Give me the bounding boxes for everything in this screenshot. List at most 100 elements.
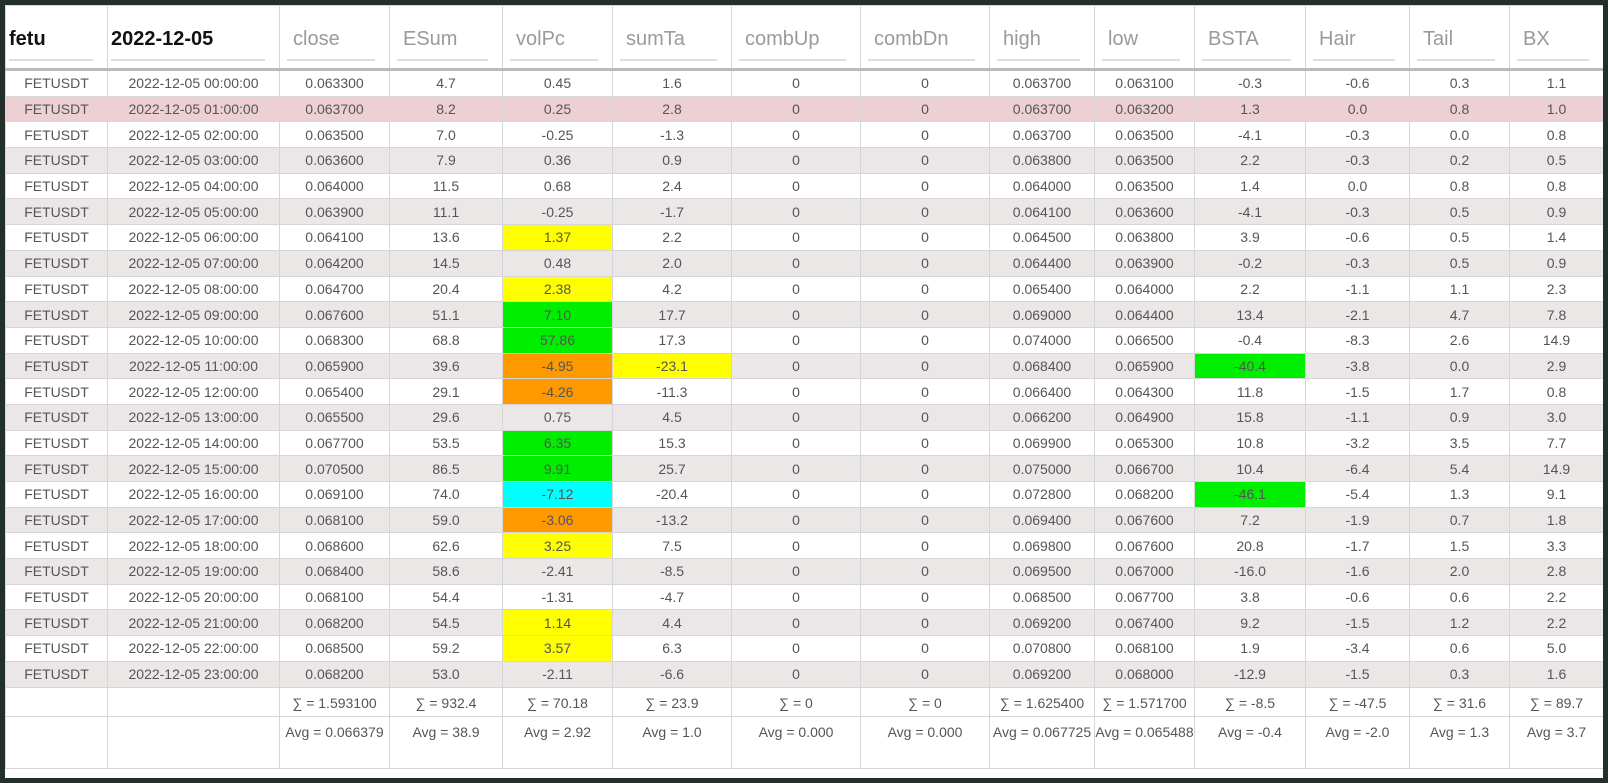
cell: FETUSDT [5, 275, 108, 303]
data-row: FETUSDT 2022-12-05 17:00:00 0.068100 59.0 -3… [5, 506, 1603, 534]
cell: 0.063900 [279, 198, 390, 226]
cell: 0.064500 [989, 224, 1095, 251]
cell: 0.063500 [1094, 121, 1195, 149]
date-input[interactable]: 2022-12-05 [111, 14, 265, 61]
cell: 15.8 [1194, 403, 1306, 431]
cell: 0.065400 [989, 275, 1095, 303]
cell: 0.065500 [279, 403, 390, 431]
column-filter[interactable]: sumTa [620, 14, 717, 61]
cell: FETUSDT [5, 532, 108, 560]
cell: 0 [731, 481, 861, 508]
column-filter[interactable]: BSTA [1202, 14, 1291, 61]
sum-row: ∑ = 1.593100 ∑ = 932.4 ∑ = 70.18 ∑ = 23.9 ∑ … [5, 686, 1603, 717]
column-header[interactable]: BX [1509, 5, 1603, 70]
cell: 0 [731, 429, 861, 457]
column-filter[interactable]: ESum [397, 14, 488, 61]
column-header[interactable]: combDn [860, 5, 990, 70]
column-header[interactable]: low [1094, 5, 1195, 70]
column-filter[interactable]: combDn [868, 14, 975, 61]
data-row: FETUSDT 2022-12-05 15:00:00 0.070500 86.5 9.… [5, 455, 1603, 482]
cell: 0.068200 [1094, 481, 1195, 508]
cell: 0.069800 [989, 532, 1095, 560]
cell: 0.8 [1509, 172, 1603, 200]
cell: 0.068400 [279, 558, 390, 585]
column-header[interactable]: ESum [389, 5, 503, 70]
column-header[interactable]: combUp [731, 5, 861, 70]
cell: 2022-12-05 07:00:00 [107, 249, 280, 277]
cell: 0.064000 [1094, 275, 1195, 303]
column-header[interactable]: Tail [1409, 5, 1510, 70]
cell: 68.8 [389, 326, 503, 354]
column-filter[interactable]: volPc [510, 14, 598, 61]
cell: 1.6 [612, 69, 732, 97]
column-header[interactable]: close [279, 5, 390, 70]
cell: 51.1 [389, 301, 503, 328]
avg-cell: Avg = 0.067725 [989, 715, 1095, 769]
cell: 0.6 [1409, 583, 1510, 611]
cell: -4.7 [612, 583, 732, 611]
cell: 0.36 [502, 147, 613, 174]
cell: -0.25 [502, 198, 613, 226]
cell: 0.0 [1409, 121, 1510, 149]
cell: 2022-12-05 02:00:00 [107, 121, 280, 149]
cell: 7.9 [389, 147, 503, 174]
date-filter[interactable]: 2022-12-05 [107, 5, 280, 70]
column-filter[interactable]: close [287, 14, 375, 61]
column-filter[interactable]: low [1102, 14, 1180, 61]
cell: 1.4 [1194, 172, 1306, 200]
cell: 0.069500 [989, 558, 1095, 585]
cell: -11.3 [612, 378, 732, 405]
cell: 62.6 [389, 532, 503, 560]
cell: 57.86 [502, 326, 613, 354]
cell: 0 [731, 95, 861, 123]
column-filter[interactable]: Hair [1313, 14, 1395, 61]
cell: 0.068100 [279, 583, 390, 611]
cell: 86.5 [389, 455, 503, 482]
cell: -2.41 [502, 558, 613, 585]
column-header[interactable]: volPc [502, 5, 613, 70]
data-row: FETUSDT 2022-12-05 02:00:00 0.063500 7.0 -0.… [5, 121, 1603, 149]
cell: 0.068200 [279, 660, 390, 688]
cell: 0.8 [1409, 172, 1510, 200]
cell: 2022-12-05 10:00:00 [107, 326, 280, 354]
cell: -46.1 [1194, 481, 1306, 508]
cell: 17.7 [612, 301, 732, 328]
column-filter[interactable]: high [997, 14, 1080, 61]
cell: 0.063800 [1094, 224, 1195, 251]
cell: -0.2 [1194, 249, 1306, 277]
cell: 2022-12-05 18:00:00 [107, 532, 280, 560]
cell: 1.0 [1509, 95, 1603, 123]
column-filter[interactable]: Tail [1417, 14, 1495, 61]
cell: 0.8 [1509, 121, 1603, 149]
column-header[interactable]: BSTA [1194, 5, 1306, 70]
cell: 0.3 [1409, 660, 1510, 688]
column-filter[interactable]: BX [1517, 14, 1589, 61]
cell: 0.064200 [279, 249, 390, 277]
cell: 2022-12-05 19:00:00 [107, 558, 280, 585]
cell: 0.063100 [1094, 69, 1195, 97]
column-header[interactable]: high [989, 5, 1095, 70]
cell: 2.6 [1409, 326, 1510, 354]
cell: 0.48 [502, 249, 613, 277]
column-header[interactable]: sumTa [612, 5, 732, 70]
cell: 14.9 [1509, 326, 1603, 354]
column-header[interactable]: Hair [1305, 5, 1410, 70]
cell: 0.5 [1409, 224, 1510, 251]
cell: -3.8 [1305, 352, 1410, 380]
cell: 0.5 [1409, 198, 1510, 226]
cell: 0 [860, 583, 990, 611]
data-row: FETUSDT 2022-12-05 06:00:00 0.064100 13.6 1.… [5, 224, 1603, 251]
blank-cell [107, 715, 280, 769]
symbol-input[interactable]: fetu [9, 14, 93, 61]
cell: 2022-12-05 11:00:00 [107, 352, 280, 380]
symbol-filter[interactable]: fetu [5, 5, 108, 70]
data-row: FETUSDT 2022-12-05 05:00:00 0.063900 11.1 -0… [5, 198, 1603, 226]
cell: 0.066400 [989, 378, 1095, 405]
cell: 0 [860, 609, 990, 637]
cell: 13.4 [1194, 301, 1306, 328]
cell: 0 [731, 121, 861, 149]
cell: FETUSDT [5, 660, 108, 688]
cell: 0.8 [1509, 378, 1603, 405]
column-filter[interactable]: combUp [739, 14, 846, 61]
